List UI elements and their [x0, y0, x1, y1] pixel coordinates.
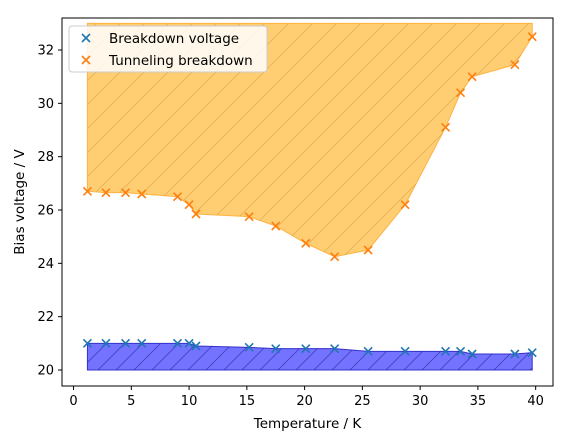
legend-entry-tunneling-breakdown: Tunneling breakdown: [81, 53, 253, 69]
data-point-tunneling-breakdown: [510, 60, 520, 70]
x-tick-label: 5: [127, 394, 135, 409]
x-tick-label: 10: [181, 394, 198, 409]
data-point-breakdown-voltage: [440, 346, 451, 356]
y-tick-label: 30: [37, 97, 54, 112]
data-point-tunneling-breakdown: [330, 252, 340, 262]
data-point-breakdown-voltage: [82, 338, 92, 348]
data-point-tunneling-breakdown: [82, 186, 92, 196]
data-point-breakdown-voltage: [191, 341, 201, 351]
legend-label-tunneling-breakdown: Tunneling breakdown: [108, 53, 253, 69]
y-tick-label: 28: [37, 150, 54, 165]
x-tick-label: 15: [239, 394, 256, 409]
data-point-breakdown-voltage: [467, 349, 477, 359]
data-point-tunneling-breakdown: [172, 192, 183, 202]
data-point-breakdown-voltage: [301, 344, 311, 354]
legend: Breakdown voltage Tunneling breakdown: [68, 25, 268, 73]
legend-marker-breakdown-voltage: [81, 33, 91, 43]
x-tick-label: 0: [69, 394, 77, 409]
data-point-tunneling-breakdown: [271, 221, 281, 231]
x-tick-label: 40: [527, 394, 544, 409]
data-point-tunneling-breakdown: [101, 188, 111, 198]
data-point-breakdown-voltage: [101, 338, 111, 348]
data-point-breakdown-voltage: [244, 342, 254, 352]
data-point-tunneling-breakdown: [244, 212, 254, 222]
data-point-breakdown-voltage: [456, 346, 466, 356]
data-point-breakdown-voltage: [172, 338, 183, 348]
x-tick-label: 25: [354, 394, 371, 409]
data-point-tunneling-breakdown: [137, 189, 147, 199]
hatch-breakdown-voltage: [87, 343, 533, 370]
data-point-tunneling-breakdown: [191, 209, 201, 219]
data-point-breakdown-voltage: [527, 348, 537, 358]
data-point-tunneling-breakdown: [363, 245, 373, 255]
data-point-tunneling-breakdown: [301, 238, 311, 248]
y-tick-label: 26: [37, 204, 54, 219]
x-axis-label: Temperature / K: [253, 416, 363, 432]
legend-marker-tunneling-breakdown: [81, 55, 91, 65]
data-point-breakdown-voltage: [271, 344, 281, 354]
x-tick-label: 20: [296, 394, 313, 409]
data-point-breakdown-voltage: [330, 344, 340, 354]
y-tick-label: 24: [37, 257, 54, 272]
data-point-tunneling-breakdown: [400, 200, 410, 210]
data-point-tunneling-breakdown: [440, 122, 451, 132]
x-tick-label: 30: [412, 394, 429, 409]
y-tick-label: 22: [37, 310, 54, 325]
data-point-tunneling-breakdown: [467, 72, 477, 82]
x-tick-label: 35: [470, 394, 487, 409]
y-axis: 20 22 24 26 28 30 32: [37, 44, 62, 379]
y-axis-label: Bias voltage / V: [12, 149, 28, 255]
y-tick-label: 32: [37, 44, 54, 59]
data-point-breakdown-voltage: [510, 349, 520, 359]
data-point-breakdown-voltage: [400, 346, 410, 356]
data-point-tunneling-breakdown: [456, 88, 466, 98]
data-point-breakdown-voltage: [137, 338, 147, 348]
x-axis: 0 5 10 15 20 25 30 35 40: [69, 386, 544, 409]
legend-label-breakdown-voltage: Breakdown voltage: [109, 31, 239, 47]
data-point-tunneling-breakdown: [184, 200, 194, 210]
data-point-breakdown-voltage: [363, 346, 373, 356]
data-point-tunneling-breakdown: [120, 188, 131, 198]
y-tick-label: 20: [37, 364, 54, 379]
data-point-tunneling-breakdown: [527, 32, 537, 42]
legend-entry-breakdown-voltage: Breakdown voltage: [81, 31, 239, 47]
hatch-tunneling-breakdown: [87, 23, 533, 257]
plot-area: [61, 17, 554, 387]
data-point-breakdown-voltage: [120, 338, 131, 348]
data-point-breakdown-voltage: [184, 338, 194, 348]
